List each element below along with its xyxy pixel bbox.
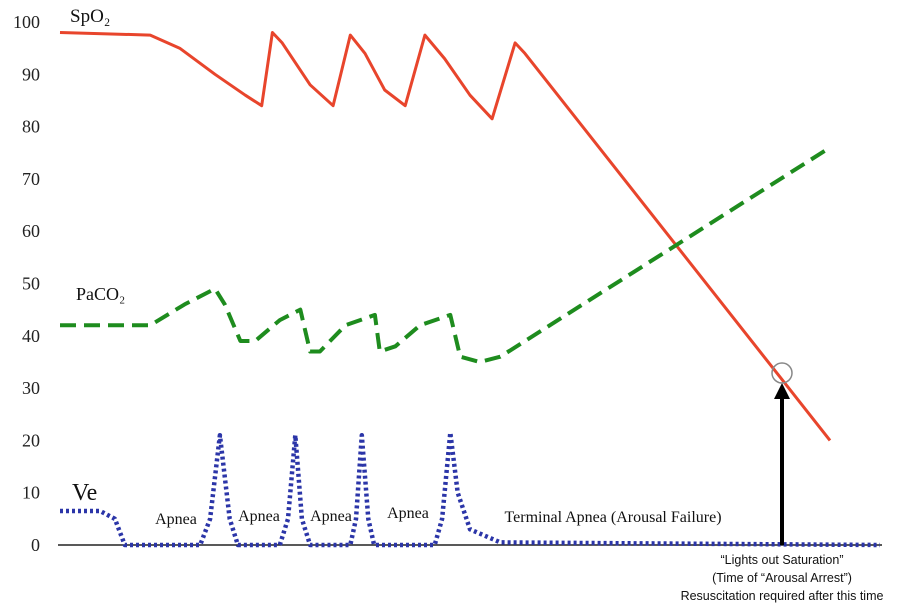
series-line (59, 31, 832, 442)
y-tick-label: 0 (31, 535, 40, 555)
annotation: Terminal Apnea (Arousal Failure) (504, 509, 721, 526)
y-tick-label: 80 (22, 117, 40, 137)
annotation: Apnea (387, 505, 429, 522)
series-label: SpO₂ (70, 6, 110, 27)
annotation: “Lights out Saturation” (721, 553, 844, 567)
series-label: Ve (72, 480, 97, 506)
y-tick-label: 50 (22, 274, 40, 294)
y-tick-label: 40 (22, 326, 40, 346)
series-label: PaCO₂ (76, 284, 125, 304)
y-tick-label: 60 (22, 221, 40, 241)
annotation: Apnea (155, 511, 197, 528)
annotation: Resuscitation required after this time (681, 589, 884, 603)
y-tick-label: 10 (22, 483, 40, 503)
y-tick-label: 30 (22, 378, 40, 398)
series-line (60, 145, 832, 364)
y-tick-label: 20 (22, 430, 40, 450)
y-tick-label: 70 (22, 169, 40, 189)
annotation: (Time of “Arousal Arrest”) (712, 571, 852, 585)
lights-out-circle (771, 362, 793, 384)
series-line (60, 430, 881, 548)
y-tick-label: 90 (22, 64, 40, 84)
annotation: Apnea (310, 508, 352, 525)
annotation: Apnea (238, 508, 280, 525)
arrow-head (774, 383, 790, 399)
y-tick-label: 100 (13, 12, 40, 32)
